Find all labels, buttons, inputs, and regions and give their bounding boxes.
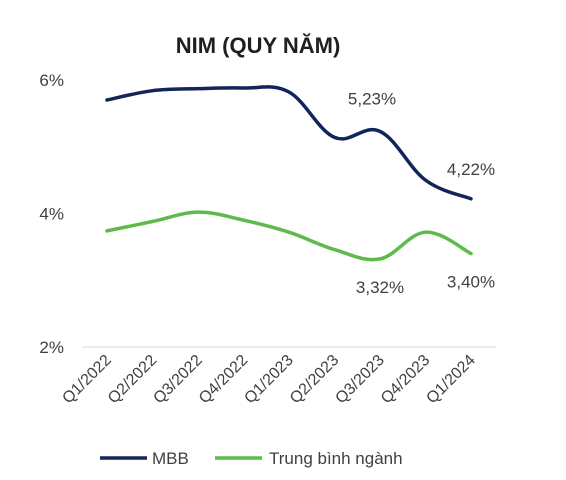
x-tick-label: Q4/2022 <box>196 352 251 407</box>
data-label: 5,23% <box>348 89 396 108</box>
x-tick-label: Q3/2022 <box>150 352 205 407</box>
legend: MBB Trung bình ngành <box>100 449 403 468</box>
x-tick-label: Q4/2023 <box>378 352 433 407</box>
y-axis-ticks: 2% 4% 6% <box>39 71 64 357</box>
data-label: 3,32% <box>356 278 404 297</box>
legend-label: Trung bình ngành <box>269 449 403 468</box>
x-axis-ticks: Q1/2022Q2/2022Q3/2022Q4/2022Q1/2023Q2/20… <box>59 352 478 407</box>
chart-title: NIM (QUY NĂM) <box>176 33 341 58</box>
x-tick-label: Q2/2022 <box>105 352 160 407</box>
x-tick-label: Q2/2023 <box>287 352 342 407</box>
data-label: 4,22% <box>447 160 495 179</box>
x-tick-label: Q3/2023 <box>332 352 387 407</box>
series-lines <box>105 85 473 262</box>
x-tick-label: Q1/2023 <box>241 352 296 407</box>
data-label: 3,40% <box>447 273 495 292</box>
y-tick-label: 6% <box>39 71 64 90</box>
data-labels: 5,23% 4,22% 3,32% 3,40% <box>348 89 495 296</box>
y-tick-label: 2% <box>39 338 64 357</box>
series-line-mbb <box>105 85 473 201</box>
y-tick-label: 4% <box>39 205 64 224</box>
x-tick-label: Q1/2022 <box>59 352 114 407</box>
x-tick-label: Q1/2024 <box>423 352 478 407</box>
legend-label: MBB <box>152 449 189 468</box>
series-line-trung-binh-nganh <box>105 210 473 262</box>
